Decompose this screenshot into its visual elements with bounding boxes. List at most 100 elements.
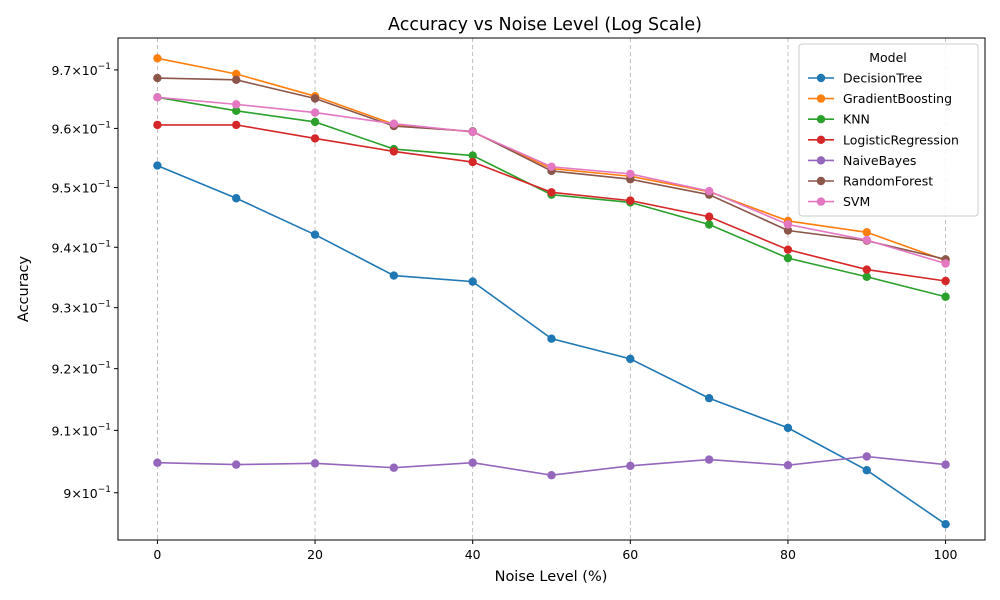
data-point: [232, 75, 241, 85]
chart-title: Accuracy vs Noise Level (Log Scale): [388, 15, 702, 35]
x-tick-label: 20: [307, 547, 323, 562]
legend-label: DecisionTree: [843, 71, 923, 86]
data-point: [310, 117, 320, 127]
y-axis-ticks: 9×10−1 9.1×10−1 9.2×10−1 9.3×10−1 9.4×10−1 9.…: [51, 62, 118, 501]
y-tick-label: 9.3×10−1: [51, 300, 111, 316]
y-tick-label: 9.1×10−1: [51, 422, 111, 438]
x-tick-label: 0: [153, 547, 161, 562]
legend-box: [798, 43, 979, 217]
series-layer: [153, 54, 950, 529]
data-point: [468, 127, 477, 137]
x-axis-title: Noise Level (%): [495, 569, 608, 585]
data-point: [862, 235, 871, 245]
data-point: [626, 169, 635, 179]
series-NaiveBayes: [153, 452, 950, 480]
legend-item: RandomForest: [808, 174, 933, 189]
data-point: [941, 276, 950, 286]
legend-swatch-marker: [816, 176, 826, 186]
x-tick-label: 100: [934, 547, 958, 562]
data-point: [704, 220, 714, 229]
legend-item: GradientBoosting: [808, 91, 952, 106]
series-DecisionTree: [153, 161, 950, 529]
data-point: [389, 119, 399, 128]
data-point: [153, 73, 162, 83]
legend-label: LogisticRegression: [843, 132, 959, 147]
legend-swatch-marker: [816, 94, 826, 103]
data-point: [232, 106, 241, 116]
legend-swatch-marker: [816, 156, 826, 165]
data-point: [153, 120, 162, 130]
data-point: [704, 212, 714, 221]
data-point: [232, 100, 241, 109]
data-point: [389, 147, 399, 156]
data-point: [626, 461, 635, 471]
series-LogisticRegression: [153, 120, 950, 286]
data-point: [783, 226, 793, 235]
data-point: [310, 134, 320, 143]
legend: Model DecisionTree GradientBoosting KNN Log…: [798, 43, 979, 217]
data-point: [232, 460, 241, 469]
data-point: [941, 292, 950, 301]
series-line: [157, 164, 947, 525]
data-point: [862, 466, 871, 475]
data-point: [547, 162, 556, 171]
data-point: [862, 228, 871, 237]
data-point: [704, 186, 714, 196]
data-point: [862, 272, 871, 281]
data-point: [783, 253, 793, 263]
data-point: [862, 265, 871, 274]
data-point: [153, 54, 162, 63]
data-point: [232, 194, 241, 203]
x-axis-ticks: 0 20 40 60 80 100: [153, 540, 958, 562]
data-point: [153, 161, 162, 170]
y-tick-label: 9.2×10−1: [51, 361, 111, 377]
data-point: [783, 423, 793, 433]
data-point: [626, 354, 635, 364]
x-tick-label: 40: [465, 547, 481, 562]
x-tick-label: 80: [780, 547, 796, 562]
data-point: [547, 188, 556, 197]
legend-label: KNN: [843, 112, 870, 127]
legend-item: LogisticRegression: [808, 132, 959, 147]
series-SVM: [153, 93, 950, 268]
plot-frame: [117, 37, 986, 541]
data-point: [232, 120, 241, 130]
data-point: [468, 151, 477, 160]
data-point: [389, 463, 399, 472]
y-tick-label: 9.6×10−1: [51, 120, 111, 136]
data-point: [310, 94, 320, 103]
legend-swatch-marker: [816, 115, 826, 124]
legend-label: SVM: [843, 194, 870, 209]
data-point: [862, 452, 871, 461]
legend-item: DecisionTree: [808, 71, 923, 86]
y-axis-title: Accuracy: [16, 255, 32, 322]
x-tick-label: 60: [622, 547, 638, 562]
y-tick-label: 9.5×10−1: [51, 180, 111, 196]
legend-item: KNN: [808, 112, 870, 127]
data-point: [941, 460, 950, 469]
data-point: [547, 471, 556, 480]
legend-swatch-marker: [816, 135, 826, 144]
data-point: [783, 461, 793, 470]
data-point: [704, 455, 714, 464]
data-point: [783, 220, 793, 229]
legend-label: RandomForest: [843, 174, 933, 189]
legend-item: SVM: [808, 194, 870, 209]
data-point: [310, 230, 320, 239]
data-point: [941, 520, 950, 529]
data-point: [310, 459, 320, 468]
y-tick-label: 9×10−1: [63, 485, 111, 501]
data-point: [389, 271, 399, 280]
legend-items: DecisionTree GradientBoosting KNN LogisticR…: [808, 71, 959, 209]
legend-label: GradientBoosting: [843, 91, 952, 106]
data-point: [468, 458, 477, 467]
legend-swatch-marker: [816, 73, 826, 83]
data-point: [704, 394, 714, 403]
legend-swatch-marker: [816, 197, 826, 206]
legend-title: Model: [869, 50, 907, 65]
data-point: [310, 108, 320, 117]
data-point: [153, 93, 162, 102]
y-tick-label: 9.7×10−1: [51, 62, 111, 78]
data-point: [783, 245, 793, 254]
